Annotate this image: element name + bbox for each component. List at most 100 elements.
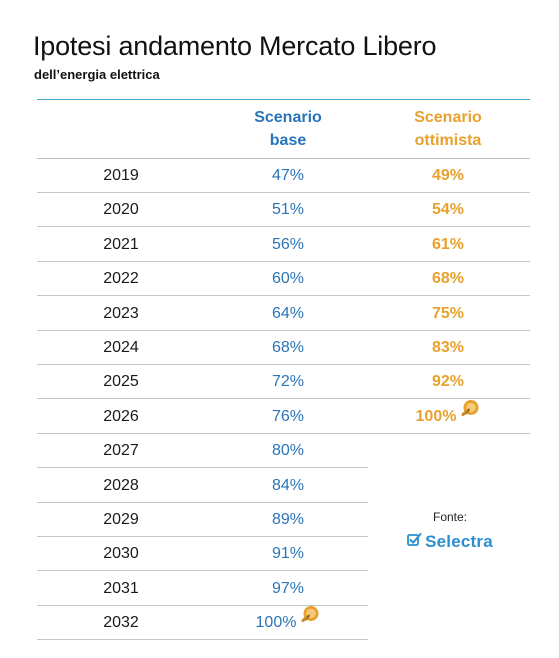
year-cell: 2027: [103, 442, 139, 460]
column-header-base: Scenario base: [228, 106, 348, 152]
table-row: 2025 72% 92%: [37, 365, 530, 400]
optimistic-cell: 75%: [388, 297, 508, 331]
base-cell: 100%: [228, 604, 348, 640]
year-cell: 2032: [103, 614, 139, 632]
year-cell: 2024: [103, 339, 139, 356]
year-cell: 2028: [103, 476, 139, 494]
base-cell: 84%: [228, 469, 348, 503]
base-cell: 76%: [228, 400, 348, 434]
base-cell: 72%: [228, 365, 348, 399]
row-divider: [37, 329, 530, 331]
base-value: 84%: [271, 476, 305, 494]
base-cell: 64%: [228, 297, 348, 331]
table-row: 2030 91%: [37, 537, 530, 572]
row-divider: [37, 570, 368, 572]
source-block: Fonte: Selectra: [395, 510, 505, 552]
base-value: 89%: [271, 511, 305, 528]
base-cell: 60%: [228, 262, 348, 296]
base-value: 47%: [271, 167, 305, 184]
row-divider: [37, 260, 530, 262]
lightbulb-icon: [460, 398, 480, 432]
header-divider: [37, 158, 530, 159]
table-row: 2024 68% 83%: [37, 331, 530, 365]
year-cell: 2022: [103, 270, 139, 288]
row-divider: [37, 432, 530, 434]
source-brand-name: Selectra: [425, 532, 493, 551]
table-row: 2022 60% 68%: [37, 262, 530, 297]
optimistic-value: 75%: [431, 304, 465, 322]
base-cell: 68%: [228, 331, 348, 365]
base-value: 60%: [271, 270, 305, 288]
row-divider: [37, 639, 368, 641]
page-subtitle: dell’energia elettrica: [34, 67, 160, 82]
table-row: 2029 89%: [37, 503, 530, 537]
optimistic-value: 68%: [431, 270, 465, 288]
source-label: Fonte:: [432, 510, 468, 524]
year-cell: 2030: [103, 545, 139, 563]
base-value: 80%: [271, 442, 305, 460]
base-cell: 80%: [228, 434, 348, 468]
column-header-base-label: Scenario base: [254, 109, 322, 149]
base-value: 76%: [271, 407, 305, 425]
checkbox-icon: [407, 532, 422, 552]
lightbulb-icon: [300, 604, 320, 638]
row-divider: [37, 398, 530, 400]
base-value: 91%: [271, 545, 305, 563]
base-value: 97%: [271, 579, 305, 597]
row-divider: [37, 501, 368, 503]
year-cell: 2031: [103, 579, 139, 597]
base-value: 64%: [271, 304, 305, 322]
row-divider: [37, 364, 530, 365]
year-cell: 2026: [103, 407, 139, 425]
optimistic-cell: 68%: [388, 262, 508, 296]
column-header-optimistic-label: Scenario ottimista: [414, 109, 482, 149]
year-cell: 2023: [103, 304, 139, 322]
optimistic-value: 61%: [431, 235, 465, 253]
table-row: 2020 51% 54%: [37, 193, 530, 228]
year-cell: 2019: [103, 167, 139, 184]
optimistic-value: 83%: [431, 339, 465, 356]
row-divider: [37, 192, 530, 193]
table-row: 2023 64% 75%: [37, 297, 530, 331]
optimistic-value: 100%: [415, 407, 457, 425]
optimistic-cell: 100%: [388, 398, 508, 434]
year-cell: 2021: [103, 235, 139, 253]
optimistic-value: 54%: [431, 201, 465, 219]
page-title: Ipotesi andamento Mercato Libero: [33, 31, 437, 61]
optimistic-cell: 92%: [388, 365, 508, 399]
table-row: 2032 100%: [37, 604, 530, 641]
table-row: 2026 76% 100%: [37, 398, 530, 434]
source-brand: Selectra: [395, 532, 505, 552]
optimistic-cell: 83%: [388, 331, 508, 365]
base-value: 51%: [271, 201, 305, 219]
title-divider: [37, 99, 530, 100]
year-cell: 2020: [103, 201, 139, 219]
base-cell: 47%: [228, 159, 348, 193]
table-row: 2019 47% 49%: [37, 159, 530, 193]
row-divider: [37, 226, 530, 228]
column-header-optimistic: Scenario ottimista: [388, 106, 508, 152]
base-cell: 51%: [228, 193, 348, 227]
optimistic-cell: 61%: [388, 228, 508, 262]
optimistic-cell: 54%: [388, 193, 508, 227]
base-cell: 89%: [228, 503, 348, 537]
optimistic-cell: 49%: [388, 159, 508, 193]
row-divider: [37, 604, 368, 606]
table-row: 2028 84%: [37, 469, 530, 503]
year-cell: 2025: [103, 373, 139, 391]
base-value: 68%: [271, 339, 305, 356]
base-cell: 91%: [228, 537, 348, 571]
optimistic-value: 92%: [431, 373, 465, 391]
row-divider: [37, 295, 530, 297]
year-cell: 2029: [103, 511, 139, 528]
optimistic-value: 49%: [431, 167, 465, 184]
base-cell: 56%: [228, 228, 348, 262]
base-value: 72%: [271, 373, 305, 391]
table-row: 2021 56% 61%: [37, 228, 530, 262]
row-divider: [37, 536, 368, 537]
row-divider: [37, 467, 368, 469]
table-row: 2027 80%: [37, 434, 530, 469]
base-value: 56%: [271, 235, 305, 253]
table-row: 2031 97%: [37, 572, 530, 606]
base-cell: 97%: [228, 572, 348, 606]
